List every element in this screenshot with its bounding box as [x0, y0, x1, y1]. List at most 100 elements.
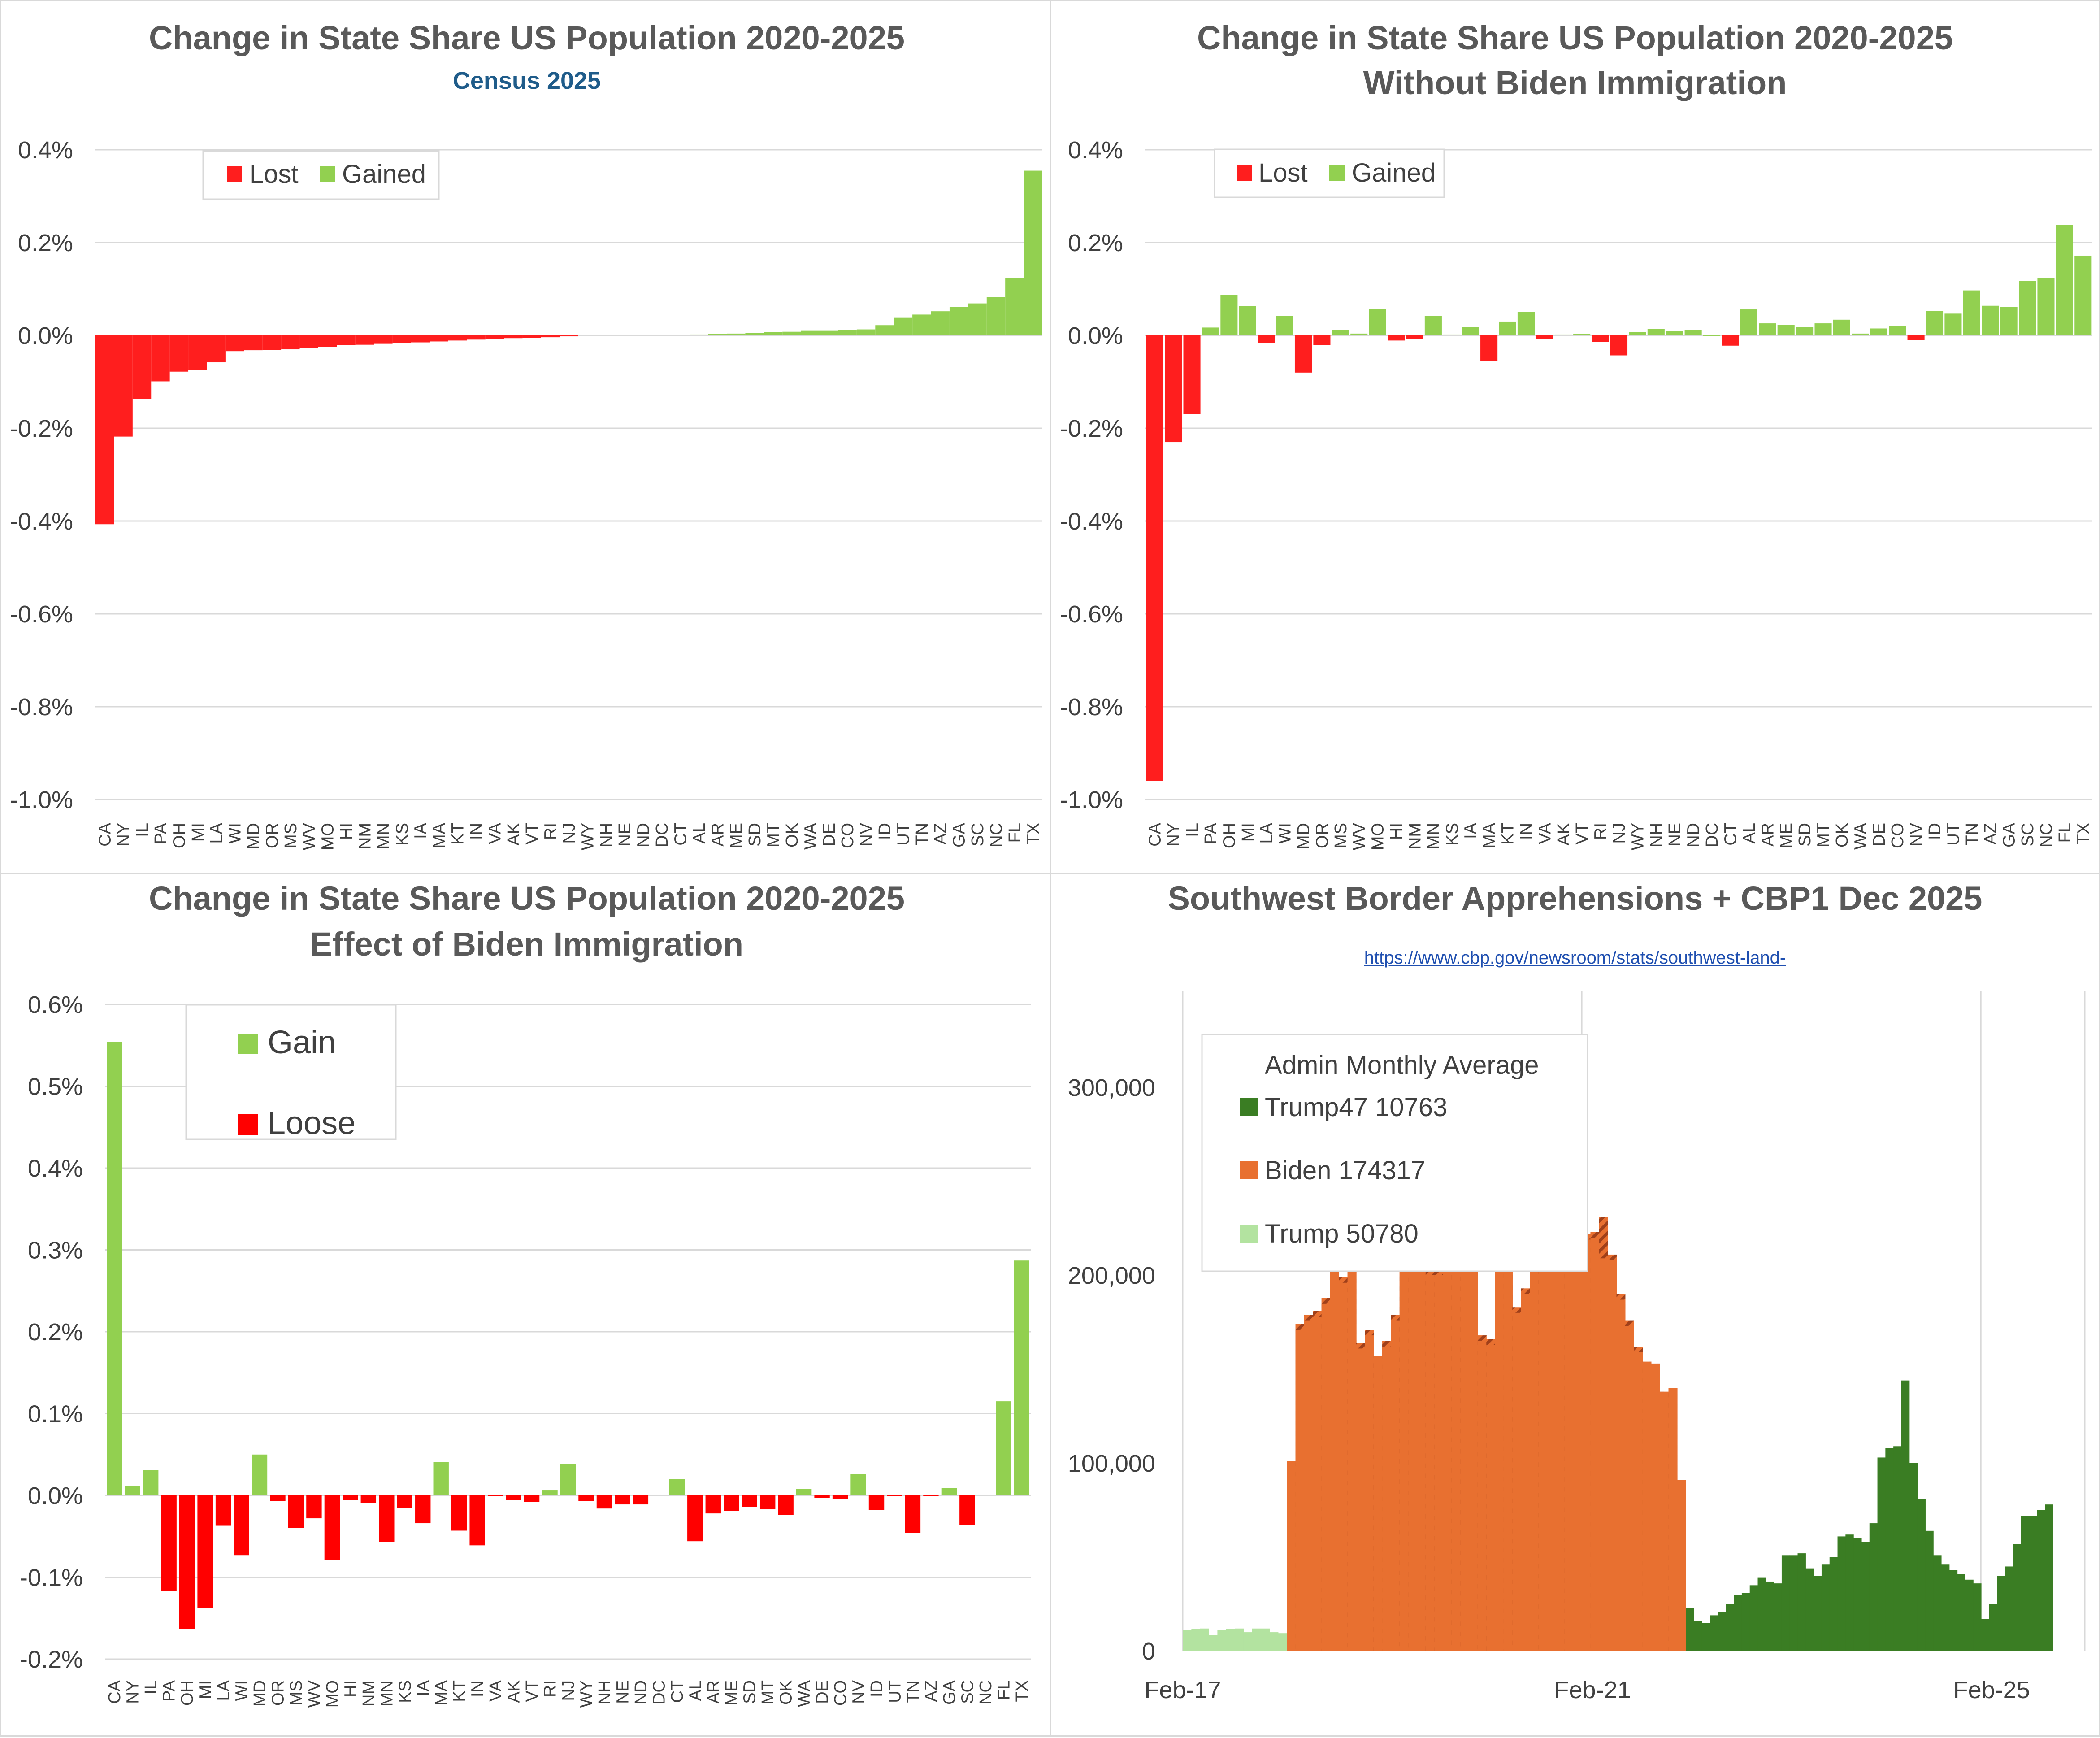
x-tick-label: SC [958, 1680, 977, 1704]
x-tick-label: AL [690, 823, 709, 843]
y-tick-label: -0.8% [1060, 694, 1123, 721]
bar-sd [1796, 327, 1814, 335]
bar-month [1869, 1523, 1878, 1651]
bar-nv [856, 329, 876, 335]
x-tick-label: DE [1870, 823, 1889, 847]
x-tick-label: MS [1332, 823, 1350, 848]
bar-month [1235, 1628, 1244, 1651]
bar-month [1957, 1574, 1965, 1651]
census-chart-svg: Change in State Share US Population 2020… [10, 19, 1043, 850]
x-tick-label: NV [857, 822, 876, 846]
bar-ma [430, 335, 448, 342]
bar-month [1965, 1579, 1974, 1651]
x-tick-label: MO [319, 823, 338, 850]
bar-month-solid [1399, 1239, 1409, 1651]
bar-fl [1005, 278, 1024, 335]
bar-month [1814, 1576, 1822, 1651]
x-tick-label: MI [189, 823, 208, 842]
x-tick-label: UT [894, 823, 913, 846]
legend-label-gain: Gain [268, 1025, 336, 1060]
bar-month [2013, 1544, 2022, 1651]
legend-label-gained: Gained [342, 160, 426, 189]
bar-month-solid [1530, 1271, 1539, 1651]
bar-mi [188, 335, 207, 370]
bar-ga [949, 307, 968, 335]
bar-month-solid [1538, 1234, 1548, 1651]
bar-ks [397, 1495, 412, 1508]
x-tick-label: NJ [560, 823, 579, 843]
bar-nv [850, 1474, 866, 1495]
x-tick-label: KS [1443, 823, 1462, 846]
source-link[interactable]: https://www.cbp.gov/newsroom/stats/south… [1364, 948, 1786, 968]
x-tick-label: WA [1851, 822, 1870, 849]
bar-tn [912, 314, 931, 335]
chart-title: Southwest Border Apprehensions + CBP1 De… [1168, 880, 1983, 917]
bar-wi [1276, 316, 1293, 335]
bar-ut [887, 1495, 902, 1496]
y-tick-label: 0.0% [28, 1482, 83, 1509]
bar-or [262, 335, 282, 350]
x-tick-label: HI [337, 823, 356, 840]
bar-mt [764, 332, 783, 335]
bar-month [1821, 1564, 1830, 1651]
bar-hi [1388, 335, 1405, 341]
bar-co [838, 330, 857, 335]
bar-month [2021, 1516, 2030, 1651]
y-tick-label: -0.2% [1060, 415, 1123, 442]
legend: Lost Gained [202, 150, 440, 200]
bar-va [485, 335, 504, 339]
bar-ak [504, 335, 523, 339]
bar-nh [596, 1495, 612, 1509]
bar-or [1313, 335, 1331, 345]
x-tick-label: ND [634, 823, 653, 847]
x-tick-label: CO [831, 1680, 850, 1706]
x-tick-label: RI [1592, 823, 1610, 840]
x-tick-label: IL [142, 1680, 161, 1695]
bar-ca [1146, 335, 1163, 781]
x-tick-label: OH [178, 1680, 197, 1706]
x-tick-label: MN [377, 1680, 396, 1707]
bar-nj [560, 335, 578, 337]
bar-ms [281, 335, 300, 350]
x-tick-label: TX [1013, 1680, 1032, 1702]
x-tick-label: RI [542, 823, 560, 840]
bar-month [1226, 1629, 1235, 1651]
x-tick-label: OR [1313, 823, 1332, 848]
x-tick-label: FL [1006, 823, 1024, 843]
bar-wv [299, 335, 318, 348]
x-tick-label: LA [207, 822, 226, 843]
bar-month-solid [1287, 1461, 1296, 1651]
x-tick-label: SD [741, 1680, 759, 1704]
bar-mn [1424, 316, 1442, 335]
y-tick-label: 0.2% [28, 1319, 83, 1346]
x-tick-label: UT [885, 1680, 904, 1703]
bar-in [1517, 312, 1535, 335]
bar-month [1941, 1564, 1950, 1651]
bar-month [1261, 1628, 1270, 1651]
x-tick-label: MI [196, 1680, 215, 1699]
x-tick-label: ID [876, 823, 894, 840]
y-tick-label: 0.3% [28, 1237, 83, 1264]
bar-month [1877, 1457, 1886, 1651]
legend-label-trump47: Trump47 10763 [1265, 1093, 1447, 1122]
bar-va [1536, 335, 1553, 339]
y-tick-label: 0.0% [18, 322, 73, 349]
bar-nj [1610, 335, 1628, 356]
bar-nh [1647, 329, 1665, 335]
chart-title: Change in State Share US Population 2020… [149, 19, 905, 56]
x-tick-label: IL [133, 823, 152, 837]
x-tick-label: MD [1294, 823, 1313, 849]
y-tick-label: -0.4% [10, 508, 73, 535]
bar-month-solid [1330, 1256, 1339, 1651]
x-tick-label: ND [632, 1680, 651, 1705]
bar-nj [560, 1464, 576, 1495]
bar-month-solid [1347, 1264, 1357, 1651]
bar-ny [1165, 335, 1182, 443]
bar-mt [1814, 323, 1832, 335]
bar-wv [1350, 333, 1368, 335]
x-tick-label: NE [616, 823, 634, 847]
x-tick-label: DE [820, 823, 839, 847]
x-tick-label: OK [783, 823, 802, 847]
x-tick-label: OR [269, 1680, 287, 1706]
bar-month-solid [1512, 1312, 1522, 1651]
